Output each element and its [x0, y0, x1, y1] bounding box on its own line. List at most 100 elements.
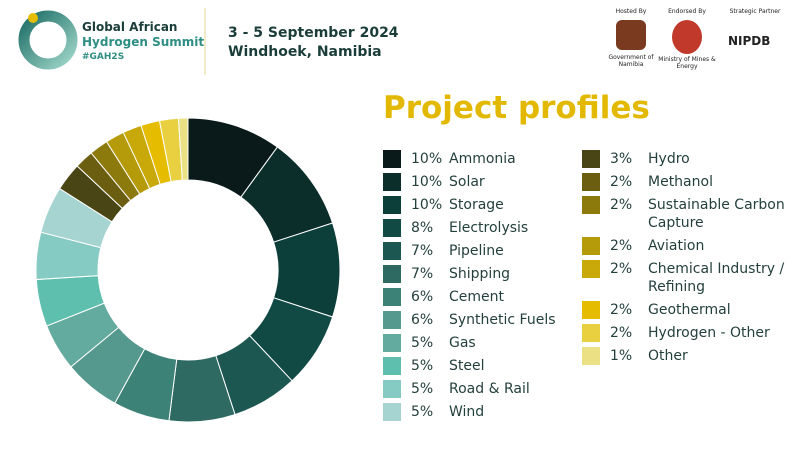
legend: 3% Hydro 2% Methanol 2% Sustainable Carbon Ca… — [582, 150, 788, 365]
donut — [35, 117, 341, 423]
legend-value: 10% — [411, 151, 443, 167]
legend-swatch — [582, 347, 600, 365]
legend-swatch — [383, 173, 401, 191]
legend-item: 6% Synthetic Fuels — [383, 311, 556, 329]
legend: 10% Ammonia 10% Solar 10% Storage 8% Electrolys… — [383, 150, 556, 421]
legend-value: 7% — [411, 266, 434, 282]
legend-value: 2% — [610, 197, 633, 213]
legend-swatch — [383, 288, 401, 306]
legend-label: Shipping — [449, 266, 511, 282]
endorser-logo — [672, 20, 702, 54]
legend-value: 1% — [610, 348, 633, 364]
legend-label: Wind — [449, 404, 485, 420]
legend-swatch — [383, 150, 401, 168]
legend-value: 2% — [610, 174, 633, 190]
legend-value: 6% — [411, 289, 434, 305]
legend-swatch — [383, 380, 401, 398]
legend-swatch — [383, 242, 401, 260]
legend-label: Pipeline — [449, 243, 504, 259]
legend-swatch — [383, 403, 401, 421]
strategic-partner: Strategic Partner — [729, 8, 781, 15]
legend-value: 5% — [411, 358, 434, 374]
legend-item: 2% Hydrogen - Other — [582, 324, 788, 342]
hashtag: #GAH2S — [82, 52, 125, 62]
legend-value: 8% — [411, 220, 434, 236]
legend-label: Road & Rail — [449, 381, 530, 397]
legend-item: 5% Gas — [383, 334, 556, 352]
legend-label: Hydrogen - Other — [648, 325, 770, 341]
dates: 3 - 5 September 2024 — [228, 25, 399, 41]
endorsed-by: Endorsed By — [668, 8, 706, 15]
donut-slice — [177, 117, 189, 181]
legend-swatch — [383, 311, 401, 329]
summit-line: Global African — [82, 20, 178, 34]
chart-title: Project profiles — [383, 90, 650, 126]
legend-label: Chemical Industry / Refining — [648, 261, 785, 295]
legend-value: 7% — [411, 243, 434, 259]
legend-item: 7% Shipping — [383, 265, 556, 283]
legend-item: 6% Cement — [383, 288, 556, 306]
legend-swatch — [582, 173, 600, 191]
legend-value: 2% — [610, 238, 633, 254]
legend-item: 2% Sustainable Carbon Capture — [582, 196, 788, 232]
legend-swatch — [383, 196, 401, 214]
legend-label: Methanol — [648, 174, 713, 190]
legend-swatch — [383, 219, 401, 237]
legend-value: 10% — [411, 174, 443, 190]
legend-label: Ammonia — [449, 151, 516, 167]
legend-swatch — [582, 324, 600, 342]
legend-label: Other — [648, 348, 688, 364]
legend-item: 1% Other — [582, 347, 788, 365]
legend-item: 2% Geothermal — [582, 301, 788, 319]
legend-value: 2% — [610, 325, 633, 341]
logo-ring — [18, 10, 78, 70]
summit-name: Global African Hydrogen Summit #GAH2S — [82, 20, 204, 65]
legend-value: 2% — [610, 302, 633, 318]
legend-value: 5% — [411, 335, 434, 351]
host: Government of Namibia — [608, 54, 654, 68]
legend-swatch — [383, 265, 401, 283]
legend-item: 10% Storage — [383, 196, 556, 214]
legend-label: Electrolysis — [449, 220, 529, 236]
event-info: 3 - 5 September 2024 Windhoek, Namibia — [228, 24, 399, 62]
legend-label: Solar — [449, 174, 485, 190]
logo-dot — [28, 13, 38, 23]
legend-label: Gas — [449, 335, 476, 351]
legend-value: 6% — [411, 312, 434, 328]
summit-line: Hydrogen Summit — [82, 35, 205, 49]
legend-item: 10% Ammonia — [383, 150, 556, 168]
legend-label: Storage — [449, 197, 504, 213]
legend-item: 5% Steel — [383, 357, 556, 375]
legend-item: 2% Methanol — [582, 173, 788, 191]
partner: NIPDB — [728, 34, 771, 48]
legend-item: 3% Hydro — [582, 150, 788, 168]
legend-item: 8% Electrolysis — [383, 219, 556, 237]
legend-label: Hydro — [648, 151, 690, 167]
legend-item: 5% Road & Rail — [383, 380, 556, 398]
location: Windhoek, Namibia — [228, 44, 382, 60]
legend-label: Cement — [449, 289, 505, 305]
legend-label: Aviation — [648, 238, 705, 254]
legend-item: 2% Aviation — [582, 237, 788, 255]
legend-label: Geothermal — [648, 302, 731, 318]
legend-item: 2% Chemical Industry / Refining — [582, 260, 788, 296]
legend-value: 5% — [411, 381, 434, 397]
host-logo — [616, 20, 646, 50]
legend-swatch — [383, 334, 401, 352]
legend-item: 7% Pipeline — [383, 242, 556, 260]
legend-swatch — [383, 357, 401, 375]
legend-label: Synthetic Fuels — [449, 312, 556, 328]
legend-value: 2% — [610, 261, 633, 277]
legend-swatch — [582, 196, 600, 214]
endorser: Ministry of Mines & Energy — [658, 56, 716, 70]
legend-swatch — [582, 260, 600, 278]
hosted-by: Hosted By — [615, 8, 647, 15]
legend-label: Steel — [449, 358, 485, 374]
legend-value: 5% — [411, 404, 434, 420]
legend-item: 10% Solar — [383, 173, 556, 191]
legend-item: 5% Wind — [383, 403, 556, 421]
legend-value: 10% — [411, 197, 443, 213]
legend-value: 3% — [610, 151, 633, 167]
